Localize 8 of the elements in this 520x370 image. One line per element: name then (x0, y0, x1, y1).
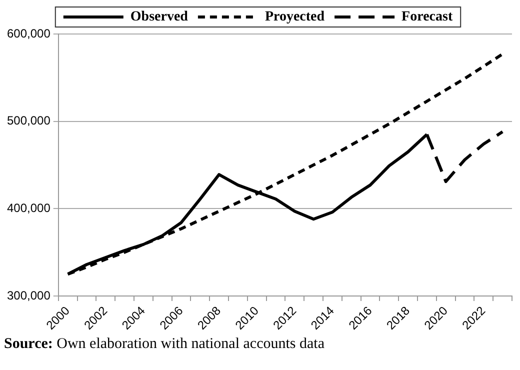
source-note: Source: Own elaboration with national accounts data (4, 336, 324, 352)
legend-label: Proyected (264, 10, 325, 25)
legend-label: Observed (130, 10, 188, 25)
y-tick-label: 600,000 (6, 26, 51, 40)
y-tick-label: 400,000 (6, 200, 51, 215)
y-tick-label: 500,000 (6, 114, 51, 128)
y-tick-label: 300,000 (6, 288, 51, 302)
legend-label: Forecast (402, 10, 453, 25)
